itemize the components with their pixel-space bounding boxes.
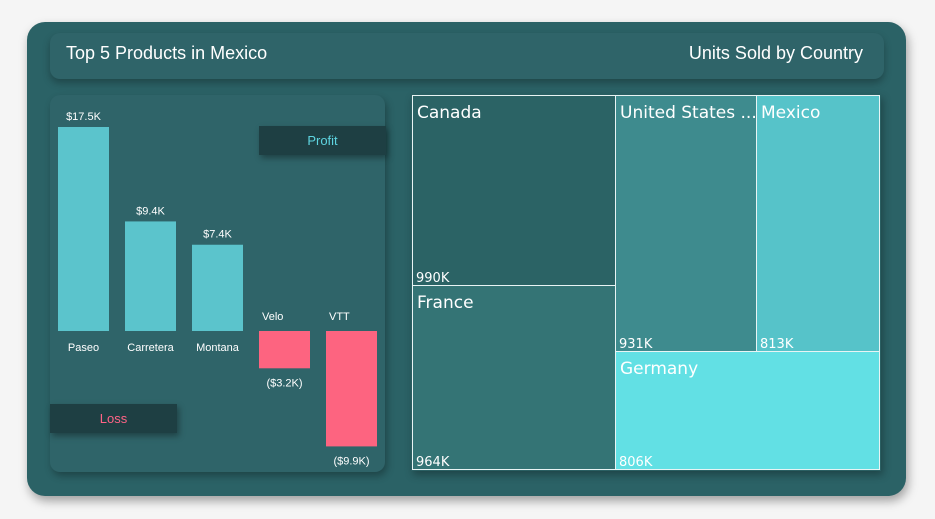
bar-value-label: ($3.2K) — [266, 377, 302, 389]
bar-vtt[interactable] — [326, 331, 377, 447]
legend-profit-label: Profit — [307, 133, 338, 148]
treemap-title: Units Sold by Country — [688, 43, 863, 63]
bar-value-label: $17.5K — [66, 111, 102, 123]
tile-label: Mexico — [761, 103, 821, 123]
tile-value: 813K — [760, 337, 794, 352]
header-bar: Top 5 Products in Mexico Units Sold by C… — [50, 33, 884, 79]
tile-label: Germany — [620, 359, 699, 379]
bar-velo[interactable] — [259, 331, 310, 369]
legend-profit[interactable]: Profit — [259, 126, 386, 155]
legend-loss[interactable]: Loss — [50, 404, 177, 433]
tile-value: 806K — [619, 455, 653, 470]
bar-category-label: Carretera — [127, 342, 174, 354]
treemap-tile-united-states[interactable]: United States ... 931K — [615, 95, 757, 352]
tile-value: 931K — [619, 337, 653, 352]
treemap-tile-france[interactable]: France 964K — [412, 285, 616, 470]
bar-category-label: VTT — [329, 311, 350, 323]
bar-carretera[interactable] — [125, 221, 176, 331]
bar-montana[interactable] — [192, 244, 243, 331]
treemap-tile-mexico[interactable]: Mexico 813K — [756, 95, 880, 352]
tile-value: 964K — [416, 455, 450, 470]
tile-label: United States ... — [620, 103, 757, 123]
bar-category-label: Montana — [196, 342, 240, 354]
treemap-panel: Canada 990K France 964K United States ..… — [411, 94, 881, 471]
bar-category-label: Velo — [262, 311, 283, 323]
bar-paseo[interactable] — [58, 127, 109, 331]
tile-label: France — [417, 293, 474, 313]
tile-label: Canada — [417, 103, 482, 123]
tile-value: 990K — [416, 271, 450, 286]
bar-value-label: $7.4K — [203, 229, 232, 241]
treemap-tile-canada[interactable]: Canada 990K — [412, 95, 616, 286]
bar-category-label: Paseo — [68, 342, 99, 354]
bar-value-label: ($9.9K) — [333, 455, 369, 467]
legend-loss-label: Loss — [99, 411, 128, 426]
treemap-tile-germany[interactable]: Germany 806K — [615, 351, 880, 470]
bar-chart-title: Top 5 Products in Mexico — [66, 43, 268, 63]
bar-value-label: $9.4K — [136, 205, 165, 217]
